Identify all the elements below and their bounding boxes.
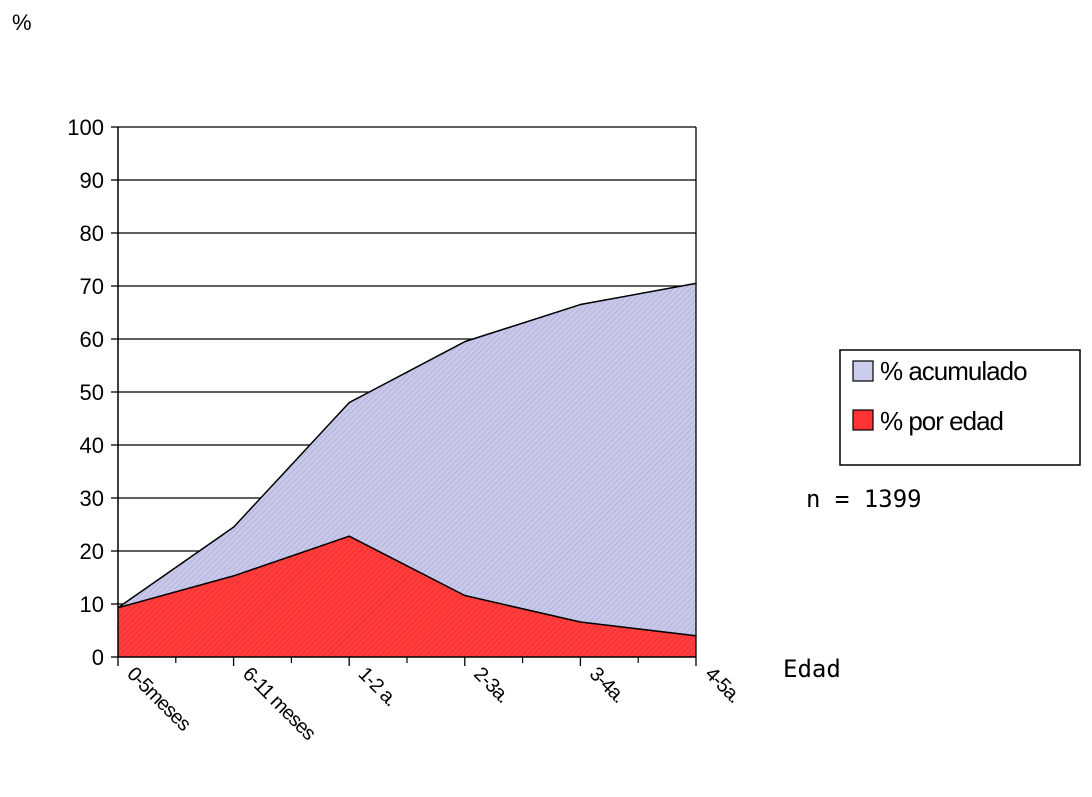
y-tick-label: 40 bbox=[80, 433, 104, 458]
point-series-1 bbox=[579, 621, 582, 623]
legend-swatch-por-edad bbox=[852, 409, 874, 431]
point-series-1 bbox=[232, 575, 235, 577]
legend-box bbox=[839, 349, 1081, 466]
y-axis-unit: % bbox=[12, 10, 32, 35]
legend-label-acumulado: % acumulado bbox=[880, 356, 1027, 386]
point-series-0 bbox=[348, 401, 351, 404]
legend-label-por-edad: % por edad bbox=[880, 406, 1003, 436]
point-series-0 bbox=[579, 303, 582, 306]
y-tick-label: 100 bbox=[67, 115, 104, 140]
point-series-0 bbox=[464, 340, 466, 343]
x-tick-label: 3-4a. bbox=[585, 663, 629, 707]
point-series-1 bbox=[464, 594, 466, 597]
legend: % acumulado % por edad bbox=[839, 349, 1081, 466]
sample-size-annotation: n = 1399 bbox=[806, 485, 922, 513]
y-tick-label: 10 bbox=[80, 592, 104, 617]
y-tick-label: 0 bbox=[92, 645, 104, 670]
axes bbox=[111, 126, 697, 666]
x-tick-label: 6-11 meses bbox=[238, 663, 320, 745]
y-tick-labels: 0 10 20 30 40 50 60 70 80 90 100 bbox=[67, 115, 104, 670]
y-tick-label: 30 bbox=[80, 486, 104, 511]
y-tick-label: 90 bbox=[80, 168, 104, 193]
line-series-1 bbox=[117, 535, 697, 637]
x-tick-labels: 0-5meses 6-11 meses 1-2 a. 2-3a. 3-4a. 4-5a. bbox=[122, 663, 744, 745]
area-series-0 bbox=[118, 283, 696, 657]
plot-areas bbox=[117, 282, 697, 657]
x-tick-label: 4-5a. bbox=[700, 663, 744, 707]
y-tick-label: 60 bbox=[80, 327, 104, 352]
x-tick-label: 2-3a. bbox=[469, 663, 513, 707]
y-tick-label: 50 bbox=[80, 380, 104, 405]
line-series-0 bbox=[117, 282, 697, 609]
y-tick-label: 70 bbox=[80, 274, 104, 299]
legend-swatch-acumulado bbox=[852, 360, 874, 382]
point-series-1 bbox=[348, 535, 351, 537]
y-tick-label: 80 bbox=[80, 221, 104, 246]
x-tick-label: 0-5meses bbox=[122, 663, 195, 736]
y-tick-label: 20 bbox=[80, 539, 104, 564]
x-axis-label: Edad bbox=[783, 655, 841, 683]
x-tick-label: 1-2 a. bbox=[354, 663, 401, 710]
point-series-0 bbox=[232, 526, 235, 528]
